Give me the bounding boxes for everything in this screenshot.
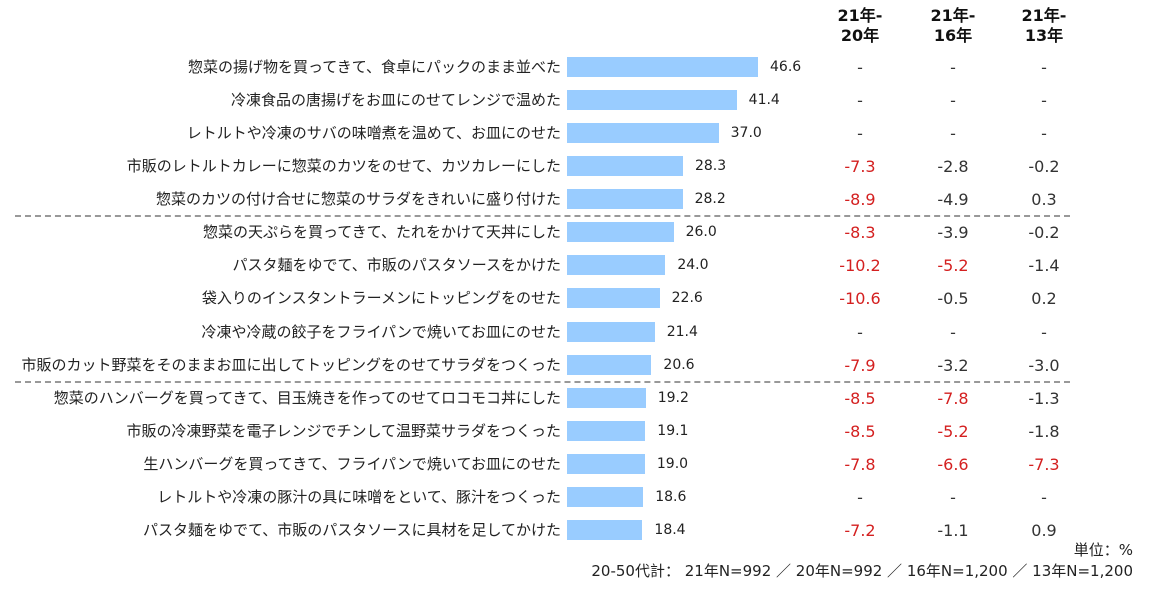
bar xyxy=(567,123,719,144)
value-label: 19.0 xyxy=(656,455,689,472)
diff-value: -3.0 xyxy=(1028,355,1060,375)
category-label: 惣菜の揚げ物を買ってきて、食卓にパックのまま並べた xyxy=(187,58,561,76)
value-label: 20.6 xyxy=(663,356,695,373)
category-label: 冷凍や冷蔵の餃子をフライパンで焼いてお皿にのせた xyxy=(201,322,561,341)
diff-value: 0.9 xyxy=(1031,520,1057,540)
unit-label: 単位：% xyxy=(1073,541,1133,559)
value-label: 41.4 xyxy=(748,92,780,109)
diff-value: -8.9 xyxy=(844,190,876,210)
diff-value: 0.2 xyxy=(1031,289,1057,309)
diff-value: - xyxy=(857,91,863,111)
diff-value: -0.2 xyxy=(1028,157,1060,177)
sample-note: 20-50代計： 21年N=992 ／ 20年N=992 ／ 16年N=1,20… xyxy=(591,562,1133,580)
diff-value: -1.3 xyxy=(1028,388,1060,408)
category-label: パスタ麺をゆでて、市販のパスタソースに具材を足してかけた xyxy=(142,520,561,539)
bar xyxy=(567,222,674,243)
bar xyxy=(567,420,646,441)
value-label: 19.2 xyxy=(657,389,689,406)
diff-value: 0.3 xyxy=(1031,190,1057,210)
diff-value: -2.8 xyxy=(937,157,969,177)
category-label: 生ハンバーグを買ってきて、フライパンで焼いてお皿にのせた xyxy=(143,454,561,473)
bar xyxy=(567,57,758,77)
diff-value: -5.2 xyxy=(937,256,969,276)
diff-value: -1.1 xyxy=(937,520,969,540)
diff-value: -3.9 xyxy=(937,223,969,243)
diff-value: -4.9 xyxy=(937,190,969,210)
value-label: 18.6 xyxy=(655,488,687,505)
category-label: レトルトや冷凍のサバの味噌煮を温めて、お皿にのせた xyxy=(186,124,561,143)
diff-value: - xyxy=(1041,487,1047,507)
diff-value: -10.2 xyxy=(839,256,881,276)
diff-value: -0.5 xyxy=(937,289,969,309)
diff-value: -7.3 xyxy=(1028,454,1060,474)
diff-value: - xyxy=(950,91,956,111)
diff-value: -1.4 xyxy=(1028,256,1060,276)
diff-value: -7.9 xyxy=(844,355,876,375)
diff-value: -10.6 xyxy=(839,289,881,309)
bar xyxy=(567,189,683,210)
diff-value: -1.8 xyxy=(1028,421,1060,441)
value-label: 18.4 xyxy=(654,521,686,538)
column-header-1: 21年- 20年 xyxy=(837,6,883,45)
group-separator xyxy=(15,215,1070,218)
diff-value: -7.8 xyxy=(844,454,876,474)
category-label: レトルトや冷凍の豚汁の具に味噌をといて、豚汁をつくった xyxy=(157,487,561,506)
bar xyxy=(567,387,646,408)
diff-value: - xyxy=(950,124,956,144)
bar xyxy=(567,90,737,111)
column-header-2: 21年- 16年 xyxy=(930,6,976,45)
diff-value: - xyxy=(857,487,863,507)
category-label: 市販のカット野菜をそのままお皿に出してトッピングをのせてサラダをつくった xyxy=(21,355,561,374)
diff-value: - xyxy=(950,322,956,342)
diff-value: - xyxy=(1041,58,1047,77)
bar xyxy=(567,519,643,540)
diff-value: -8.5 xyxy=(844,388,876,408)
diff-value: -6.6 xyxy=(937,454,969,474)
diff-value: - xyxy=(1041,124,1047,144)
category-label: 冷凍食品の唐揚げをお皿にのせてレンジで温めた xyxy=(230,91,561,110)
diff-value: -8.5 xyxy=(844,421,876,441)
diff-value: - xyxy=(857,58,863,77)
bar xyxy=(567,288,660,309)
diff-value: - xyxy=(857,124,863,144)
group-separator xyxy=(15,380,1070,383)
diff-value: - xyxy=(1041,322,1047,342)
bar xyxy=(567,255,666,276)
diff-value: - xyxy=(1041,91,1047,111)
value-label: 28.3 xyxy=(694,158,727,175)
value-label: 24.0 xyxy=(677,257,709,274)
category-label: 惣菜のカツの付け合せに惣菜のサラダをきれいに盛り付けた xyxy=(155,190,561,209)
category-label: 市販のレトルトカレーに惣菜のカツをのせて、カツカレーにした xyxy=(126,157,561,176)
value-label: 46.6 xyxy=(770,59,802,75)
bar xyxy=(567,156,683,177)
category-label: 市販の冷凍野菜を電子レンジでチンして温野菜サラダをつくった xyxy=(126,421,561,440)
value-label: 21.4 xyxy=(666,323,698,340)
category-label: パスタ麺をゆでて、市販のパスタソースをかけた xyxy=(232,256,561,275)
category-label: 袋入りのインスタントラーメンにトッピングをのせた xyxy=(201,289,561,308)
value-label: 22.6 xyxy=(671,290,703,307)
diff-value: -7.8 xyxy=(937,388,969,408)
diff-value: -8.3 xyxy=(844,223,876,243)
value-label: 28.2 xyxy=(694,191,726,208)
diff-value: -5.2 xyxy=(937,421,969,441)
diff-value: -3.2 xyxy=(937,355,969,375)
diff-value: -7.3 xyxy=(844,157,876,177)
value-label: 19.1 xyxy=(657,422,689,439)
value-label: 37.0 xyxy=(730,125,762,142)
diff-value: - xyxy=(950,58,956,77)
diff-value: - xyxy=(950,487,956,507)
diff-value: - xyxy=(857,322,863,342)
value-label: 26.0 xyxy=(685,224,717,241)
diff-value: -0.2 xyxy=(1028,223,1060,243)
bar xyxy=(567,354,652,375)
column-header-3: 21年- 13年 xyxy=(1021,6,1067,45)
bar xyxy=(567,453,645,474)
bar xyxy=(567,321,655,342)
diff-value: -7.2 xyxy=(844,520,876,540)
category-label: 惣菜のハンバーグを買ってきて、目玉焼きを作ってのせてロコモコ丼にした xyxy=(53,388,561,407)
bar xyxy=(567,486,644,507)
category-label: 惣菜の天ぷらを買ってきて、たれをかけて天丼にした xyxy=(202,223,561,242)
